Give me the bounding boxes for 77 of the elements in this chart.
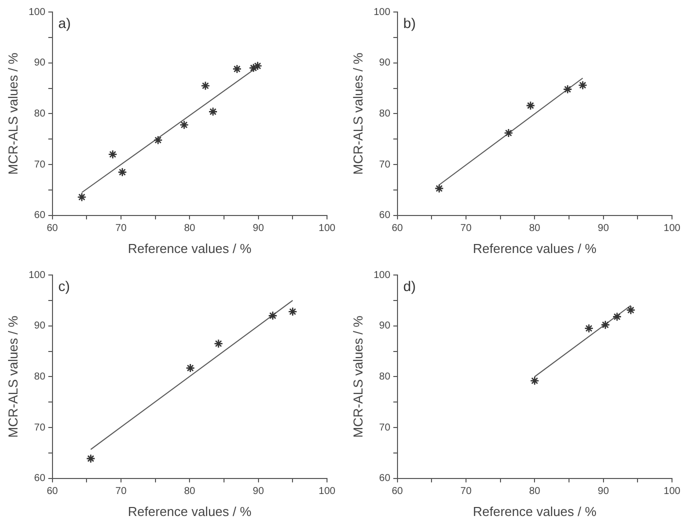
x-tick-label: 80 <box>529 223 541 234</box>
point <box>248 63 258 73</box>
point <box>86 454 96 464</box>
y-tick-label: 70 <box>34 159 46 170</box>
y-tick-label: 70 <box>379 422 391 434</box>
point <box>268 311 278 320</box>
point <box>77 192 86 202</box>
y-axis-title: MCR-ALS values / % <box>350 52 366 175</box>
y-tick-label: 80 <box>34 371 46 382</box>
x-tick-label: 60 <box>392 486 404 498</box>
point <box>232 64 242 74</box>
y-tick-label: 90 <box>379 320 391 332</box>
x-tick-label: 70 <box>115 223 127 234</box>
y-tick-label: 60 <box>379 473 391 484</box>
x-tick-label: 90 <box>252 223 264 234</box>
y-tick-label: 90 <box>379 58 391 69</box>
chart-title: d) <box>403 278 416 294</box>
x-tick-label: 60 <box>46 486 58 498</box>
x-tick-label: 60 <box>46 223 58 234</box>
x-tick-label: 60 <box>392 223 404 234</box>
point <box>562 84 572 94</box>
y-tick-label: 90 <box>34 320 46 332</box>
x-tick-label: 70 <box>115 486 127 498</box>
x-tick-label: 100 <box>664 223 681 234</box>
point <box>208 107 218 116</box>
point <box>288 306 298 316</box>
point <box>526 100 536 110</box>
x-tick-label: 70 <box>460 223 472 234</box>
x-tick-label: 100 <box>318 223 336 234</box>
point <box>530 376 540 386</box>
y-tick-label: 60 <box>379 210 391 222</box>
point <box>180 120 189 130</box>
x-tick-label: 100 <box>318 486 336 498</box>
point <box>578 80 588 90</box>
y-tick-label: 100 <box>28 6 46 18</box>
y-tick-label: 100 <box>28 270 46 281</box>
y-tick-label: 70 <box>34 422 46 434</box>
y-tick-label: 60 <box>34 210 46 222</box>
point <box>504 128 514 138</box>
y-tick-label: 100 <box>374 6 391 18</box>
point <box>108 150 118 160</box>
point <box>434 184 444 194</box>
point <box>612 312 622 322</box>
point <box>252 61 262 71</box>
x-axis-title: Reference values / % <box>472 504 597 519</box>
point <box>118 168 127 177</box>
x-axis-title: Reference values / % <box>128 240 252 256</box>
y-tick-label: 60 <box>34 473 46 484</box>
x-tick-label: 80 <box>184 223 196 234</box>
point <box>214 339 224 348</box>
chart-title: b) <box>403 14 416 31</box>
y-tick-label: 70 <box>379 159 391 170</box>
point <box>600 320 610 330</box>
x-tick-label: 80 <box>529 486 541 498</box>
y-tick-label: 100 <box>374 270 391 281</box>
point <box>584 324 594 334</box>
chart-title: a) <box>58 14 71 31</box>
x-tick-label: 90 <box>598 486 610 498</box>
point <box>626 305 636 315</box>
x-tick-label: 90 <box>252 486 264 498</box>
point <box>153 135 163 145</box>
x-tick-label: 100 <box>664 486 681 498</box>
x-axis-title: Reference values / % <box>128 504 252 519</box>
chart-title: c) <box>58 278 70 294</box>
y-tick-label: 80 <box>34 108 46 120</box>
x-tick-label: 70 <box>460 486 472 498</box>
x-axis-title: Reference values / % <box>472 240 597 256</box>
y-tick-label: 90 <box>34 58 46 69</box>
y-axis-title: MCR-ALS values / % <box>5 315 20 438</box>
y-tick-label: 80 <box>379 108 391 120</box>
point <box>186 363 195 373</box>
y-tick-label: 80 <box>379 371 391 382</box>
y-axis-title: MCR-ALS values / % <box>350 315 366 438</box>
y-axis-title: MCR-ALS values / % <box>5 52 20 175</box>
x-tick-label: 80 <box>184 486 196 498</box>
x-tick-label: 90 <box>598 223 610 234</box>
point <box>200 81 210 90</box>
